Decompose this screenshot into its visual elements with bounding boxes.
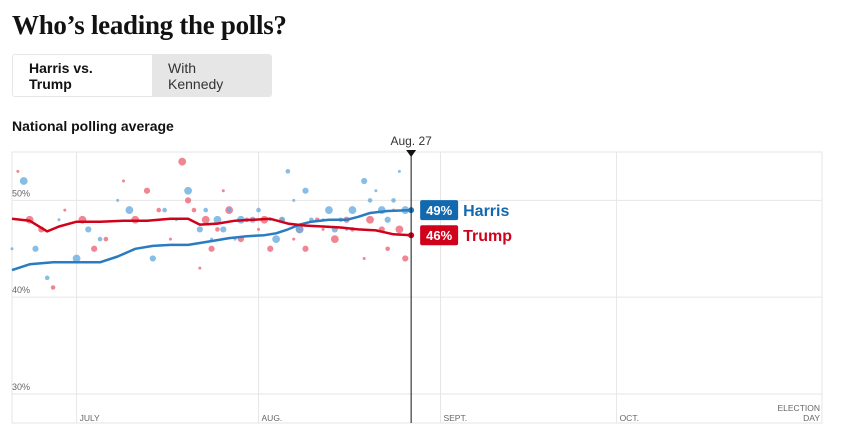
trump-poll-dot — [50, 285, 56, 290]
harris-poll-dot — [184, 186, 192, 195]
harris-value-label: 49% — [426, 203, 452, 218]
trump-value-badge — [420, 225, 459, 246]
x-tick-label: SEPT. — [443, 413, 467, 423]
x-tick-label: DAY — [803, 413, 820, 423]
harris-poll-dot — [256, 207, 261, 213]
x-tick-label: AUG. — [262, 413, 283, 423]
y-tick-label: 40% — [12, 285, 30, 295]
trump-poll-dot — [122, 179, 126, 183]
x-tick-label: ELECTION — [777, 403, 820, 413]
trump-poll-dot — [156, 207, 162, 213]
y-tick-label: 30% — [12, 382, 30, 392]
page-title: Who’s leading the polls? — [12, 10, 287, 40]
trump-poll-dot — [63, 208, 67, 212]
x-tick-label: OCT. — [620, 413, 639, 423]
harris-poll-dot — [384, 216, 391, 223]
trump-poll-dot — [257, 227, 261, 231]
matchup-toggle: Harris vs. Trump With Kennedy — [12, 54, 272, 97]
harris-poll-dot — [302, 187, 309, 194]
trump-poll-dot — [201, 215, 210, 224]
harris-poll-dot — [397, 169, 401, 173]
harris-poll-dot — [292, 198, 296, 202]
trump-poll-dot — [292, 237, 296, 241]
harris-poll-dot — [295, 225, 304, 234]
trump-poll-dot — [215, 227, 220, 232]
plot-frame — [11, 151, 823, 424]
harris-value-badge — [420, 200, 459, 221]
trump-poll-dot — [208, 245, 215, 252]
harris-poll-dot — [367, 198, 373, 203]
trump-poll-dot — [395, 225, 404, 234]
trump-poll-dot — [366, 215, 374, 224]
trump-poll-dot — [143, 187, 151, 194]
harris-poll-dot — [213, 215, 222, 224]
harris-poll-dot — [285, 169, 291, 174]
trump-poll-dot — [302, 245, 309, 252]
harris-poll-dot — [116, 198, 120, 202]
harris-poll-dot — [196, 226, 203, 233]
harris-poll-dot — [85, 226, 92, 233]
harris-poll-dot — [125, 206, 134, 214]
chart-subtitle: National polling average — [12, 118, 174, 134]
harris-poll-dot — [72, 254, 81, 263]
trump-poll-dot — [402, 255, 409, 262]
harris-poll-dot — [57, 218, 61, 222]
trump-poll-dot — [221, 189, 225, 193]
trump-poll-dot — [168, 237, 172, 241]
harris-poll-dot — [44, 275, 50, 281]
harris-series-line — [11, 208, 412, 272]
trump-poll-dot — [385, 246, 390, 252]
harris-poll-dot — [19, 177, 28, 185]
trump-poll-dot — [330, 235, 339, 244]
harris-poll-dot — [361, 177, 368, 185]
trump-poll-dot — [267, 245, 274, 252]
trump-poll-dot — [184, 197, 192, 204]
date-marker-triangle — [406, 150, 417, 157]
trump-poll-dot — [16, 169, 20, 173]
harris-poll-dot — [391, 198, 396, 203]
harris-poll-dot — [32, 245, 39, 252]
date-marker-label: Aug. 27 — [390, 134, 432, 148]
harris-poll-dot — [97, 236, 103, 242]
toggle-harris-vs-trump[interactable]: Harris vs. Trump — [13, 55, 152, 96]
trump-poll-dot — [91, 245, 98, 252]
trump-poll-dot — [191, 207, 197, 213]
harris-poll-dot — [10, 247, 14, 251]
harris-poll-dot — [220, 226, 227, 233]
harris-poll-dot — [226, 207, 232, 213]
harris-poll-dot — [203, 207, 208, 213]
harris-series-label: Harris — [463, 203, 509, 220]
harris-poll-dot — [348, 206, 357, 214]
harris-poll-dot — [149, 255, 156, 262]
trump-value-label: 46% — [426, 228, 452, 243]
harris-poll-dot — [325, 206, 333, 214]
trump-poll-dot — [103, 236, 109, 242]
toggle-with-kennedy[interactable]: With Kennedy — [152, 55, 271, 96]
trump-series-label: Trump — [463, 228, 512, 245]
trump-poll-dot — [321, 227, 325, 231]
harris-poll-dot — [272, 235, 281, 244]
trump-poll-dot — [362, 256, 366, 260]
trump-poll-dot — [198, 266, 202, 270]
y-tick-label: 50% — [12, 188, 30, 198]
trump-poll-dot — [178, 157, 187, 166]
trump-series-line — [11, 217, 412, 237]
x-tick-label: JULY — [80, 413, 100, 423]
harris-poll-dot — [162, 207, 167, 213]
harris-poll-dot — [374, 189, 378, 193]
